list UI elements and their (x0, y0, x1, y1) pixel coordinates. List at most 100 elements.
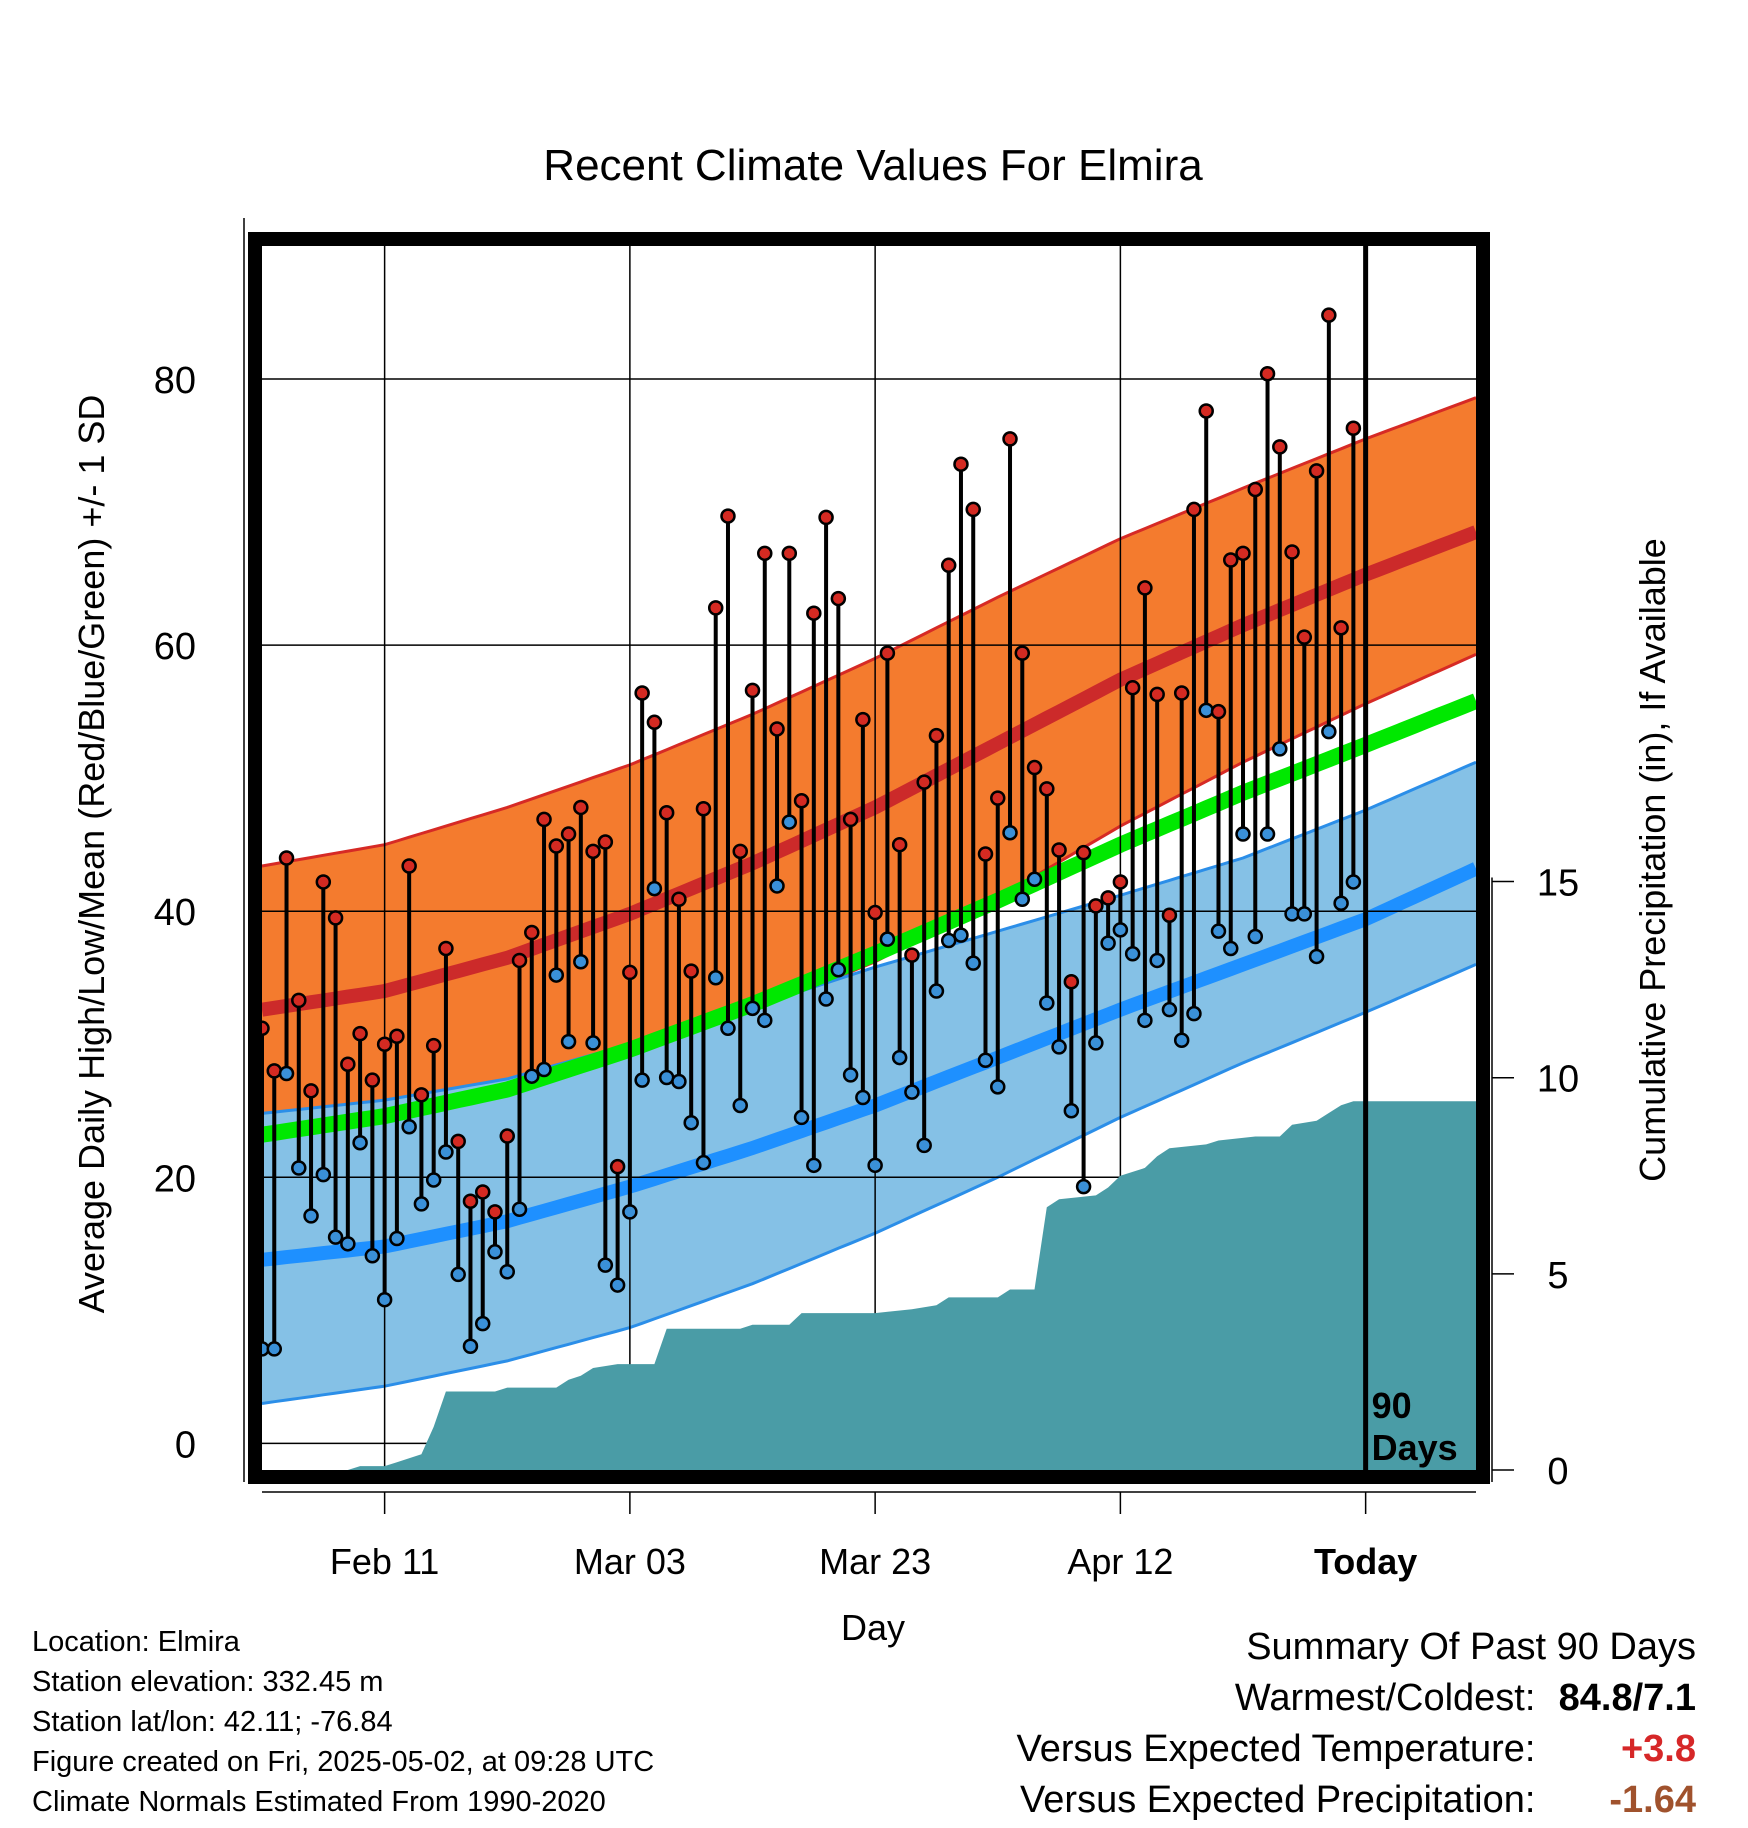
y-axis-label: Average Daily High/Low/Mean (Red/Blue/Gr… (71, 395, 112, 1314)
daily-high-dot (671, 891, 687, 907)
created-text: Figure created on Fri, 2025-05-02, at 09… (32, 1746, 655, 1778)
x-tick-label: Apr 12 (1067, 1541, 1173, 1582)
daily-high-dot (842, 811, 859, 828)
daily-low-dot (1149, 952, 1165, 969)
y2-tick-label: 15 (1537, 863, 1579, 905)
daily-high-dot (1100, 890, 1116, 906)
precip-area (262, 1101, 1476, 1470)
daily-high-dot (1112, 874, 1129, 890)
low-normal-band (262, 762, 1476, 1404)
daily-high-dot (524, 924, 540, 941)
daily-low-dot (1026, 871, 1043, 888)
daily-low-dot (597, 1257, 614, 1273)
daily-high-dot (793, 793, 810, 809)
daily-high-dot (376, 1036, 393, 1053)
daily-low-dot (609, 1277, 626, 1293)
daily-low-dot (1124, 946, 1141, 962)
high-normal-line (260, 525, 1479, 1017)
daily-high-dot (1014, 645, 1031, 661)
daily-low-dot (1210, 923, 1227, 939)
daily-low-dot (1100, 935, 1116, 951)
daily-high-dot (1149, 686, 1165, 703)
daily-low-dot (340, 1236, 356, 1252)
daily-low-dot (806, 1157, 822, 1174)
daily-high-dot (487, 1204, 503, 1220)
daily-high-dot (1235, 545, 1251, 562)
daily-low-dot (879, 931, 896, 947)
daily-low-dot (928, 983, 945, 999)
daily-high-dot (1002, 431, 1018, 447)
daily-high-dot (855, 711, 871, 728)
daily-high-dot (781, 545, 798, 562)
daily-low-dot (487, 1244, 503, 1260)
daily-low-dot (364, 1248, 381, 1264)
daily-low-dot (573, 954, 589, 970)
daily-high-dot (830, 590, 847, 607)
daily-high-dot (1088, 898, 1104, 914)
daily-high-dot (720, 508, 736, 524)
low-normal-band-lower-edge (261, 963, 1477, 1405)
daily-low-dot (1014, 891, 1031, 907)
daily-low-dot (511, 1201, 528, 1217)
high-normal-band (262, 397, 1476, 1148)
daily-low-dot (413, 1196, 430, 1212)
precip-value: -1.64 (1609, 1779, 1696, 1821)
normals-text: Climate Normals Estimated From 1990-2020 (32, 1786, 606, 1818)
daily-high-dot (732, 843, 748, 860)
daily-high-dot (1063, 973, 1080, 990)
x-tick-label: Mar 03 (574, 1541, 686, 1582)
daily-high-dot (1272, 439, 1288, 455)
daily-low-dot (1272, 741, 1288, 757)
daily-high-dot (327, 910, 344, 926)
daily-low-dot (1235, 826, 1251, 842)
precip-row: Versus Expected Precipitation: -1.64 (1017, 1775, 1696, 1826)
daily-high-dot (1222, 552, 1239, 568)
temp-value: +3.8 (1620, 1728, 1696, 1770)
daily-low-dot (965, 955, 981, 971)
daily-low-dot (1308, 948, 1325, 965)
warmest-value: 84.8/7.1 (1558, 1677, 1696, 1719)
daily-low-dot (818, 991, 834, 1007)
y-tick-label: 0 (175, 1424, 196, 1466)
today-label-90: 90 (1372, 1385, 1412, 1426)
y-tick-label: 40 (154, 892, 196, 934)
daily-low-dot (953, 927, 969, 943)
daily-low-dot (683, 1115, 699, 1131)
daily-low-dot (940, 932, 957, 949)
daily-high-dot (303, 1083, 319, 1099)
daily-low-dot (671, 1073, 687, 1090)
daily-low-dot (425, 1172, 442, 1188)
precip-label: Versus Expected Precipitation: (1020, 1779, 1536, 1821)
daily-high-dot (695, 801, 712, 817)
daily-low-dot (1088, 1035, 1104, 1051)
daily-low-dot (303, 1208, 319, 1224)
warmest-row: Warmest/Coldest: 84.8/7.1 (1017, 1673, 1696, 1724)
daily-low-dot (315, 1166, 332, 1183)
daily-high-dot (1284, 544, 1300, 560)
daily-high-dot (990, 790, 1006, 806)
daily-high-dot (1321, 307, 1337, 323)
daily-low-dot (1222, 940, 1239, 957)
y-tick-label: 60 (154, 626, 196, 668)
daily-high-dot (916, 774, 932, 790)
daily-low-dot (769, 878, 785, 894)
daily-high-dot (1026, 759, 1043, 776)
daily-high-dot (560, 826, 577, 842)
daily-low-dot (1198, 702, 1214, 719)
daily-high-dot (1137, 580, 1153, 596)
daily-high-dot (757, 545, 773, 562)
x-tick-label: Today (1314, 1541, 1417, 1582)
daily-low-dot (842, 1067, 859, 1083)
daily-low-dot (327, 1229, 344, 1245)
daily-high-dot (1247, 481, 1264, 498)
daily-high-dot (622, 964, 638, 981)
daily-low-dot (1075, 1178, 1092, 1195)
daily-high-dot (818, 509, 834, 526)
daily-high-dot (1333, 620, 1349, 636)
y2-tick-label: 0 (1547, 1451, 1568, 1493)
normal-bands (260, 396, 1479, 1405)
station-info: Location: Elmira Station elevation: 332.… (32, 1622, 654, 1822)
daily-low-dot (622, 1204, 638, 1220)
daily-low-dot (499, 1264, 516, 1280)
daily-high-dot (1039, 781, 1055, 797)
